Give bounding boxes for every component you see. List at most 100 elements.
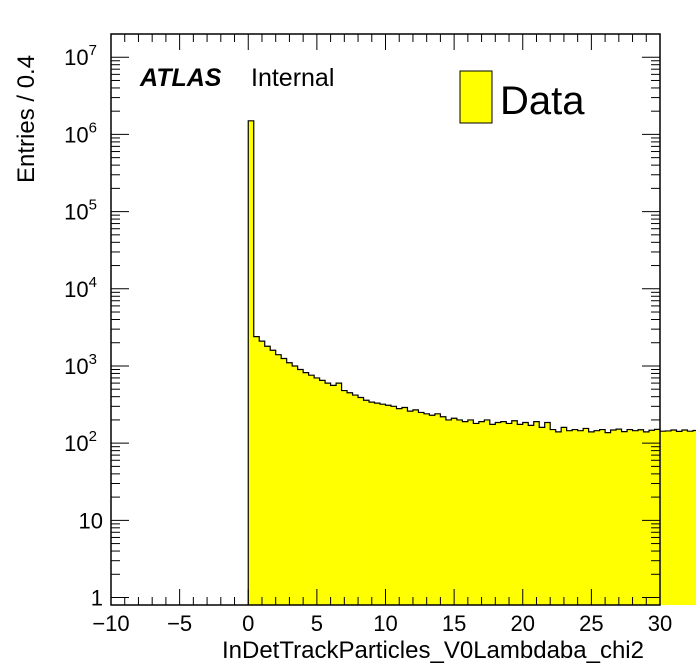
x-tick-label: 15 bbox=[442, 611, 466, 636]
x-tick-label: 10 bbox=[373, 611, 397, 636]
x-tick-label: 25 bbox=[579, 611, 603, 636]
x-tick-label: 20 bbox=[511, 611, 535, 636]
histogram-bar bbox=[363, 400, 370, 605]
histogram-bar bbox=[616, 429, 622, 605]
histogram-bar bbox=[681, 430, 688, 605]
histogram-bar bbox=[308, 375, 315, 605]
histogram-bar bbox=[484, 419, 491, 605]
x-axis-tick-labels: −10 −5 0 5 10 15 20 25 30 bbox=[92, 611, 672, 636]
histogram-bar bbox=[517, 424, 524, 605]
histogram-bar bbox=[495, 422, 502, 605]
histogram-bar bbox=[665, 430, 672, 605]
histogram-bar bbox=[478, 421, 485, 605]
histogram-bar bbox=[292, 365, 298, 605]
histogram-bar bbox=[599, 429, 606, 605]
histogram-bar bbox=[451, 418, 458, 605]
histogram-bar bbox=[423, 413, 430, 605]
histogram-bar bbox=[401, 407, 408, 605]
histogram-bar bbox=[654, 429, 661, 605]
histogram-bar bbox=[297, 369, 304, 605]
x-axis-title: InDetTrackParticles_V0Lambdaba_chi2 bbox=[222, 637, 644, 664]
atlas-label: ATLAS bbox=[139, 64, 222, 92]
y-tick-label: 10 bbox=[79, 508, 103, 533]
y-axis-title: Entries / 0.4 bbox=[13, 55, 40, 183]
y-tick-label: 103 bbox=[64, 351, 97, 379]
histogram-bar bbox=[286, 362, 293, 605]
histogram-bar bbox=[275, 354, 282, 605]
histogram-outline bbox=[247, 120, 696, 605]
histogram-bar bbox=[627, 429, 633, 605]
histogram-bar bbox=[605, 432, 611, 605]
histogram-bar bbox=[352, 395, 359, 605]
histogram-bar bbox=[380, 404, 386, 605]
histogram-bar bbox=[358, 397, 364, 605]
histogram-bars bbox=[247, 120, 696, 605]
histogram-bar bbox=[253, 336, 260, 605]
x-tick-label: 30 bbox=[648, 611, 672, 636]
histogram-bar bbox=[638, 429, 644, 605]
y-axis-ticks bbox=[111, 33, 660, 599]
histogram-bar bbox=[473, 423, 480, 605]
histogram-bar bbox=[270, 350, 276, 605]
histogram-bar bbox=[385, 405, 392, 605]
histogram-bar bbox=[369, 402, 375, 605]
histogram-bar bbox=[500, 421, 507, 605]
histogram-bar bbox=[303, 372, 309, 605]
histogram-bar bbox=[539, 427, 546, 605]
histogram-bar bbox=[687, 431, 694, 605]
histogram-bar bbox=[374, 403, 381, 605]
y-tick-label: 107 bbox=[64, 42, 97, 70]
histogram-bar bbox=[643, 431, 650, 605]
histogram-bar bbox=[555, 431, 562, 605]
histogram-bar bbox=[610, 430, 617, 605]
histogram-bar bbox=[533, 421, 540, 605]
histogram-bar bbox=[456, 419, 463, 605]
legend-swatch bbox=[459, 70, 493, 124]
histogram-bar bbox=[506, 423, 513, 605]
histogram-bar bbox=[511, 420, 518, 605]
histogram-bar bbox=[314, 377, 320, 605]
histogram-bar bbox=[583, 428, 589, 605]
histogram-bar bbox=[407, 411, 414, 605]
histogram-bar bbox=[660, 431, 666, 605]
histogram-bar bbox=[462, 421, 469, 605]
histogram-bar bbox=[649, 430, 655, 605]
histogram-bar bbox=[341, 390, 348, 605]
histogram-bar bbox=[692, 430, 696, 605]
histogram-bar bbox=[325, 383, 331, 605]
x-tick-label: −5 bbox=[167, 611, 192, 636]
histogram-bar bbox=[566, 430, 573, 605]
histogram-bar bbox=[330, 385, 337, 605]
histogram-bar bbox=[577, 430, 584, 605]
histogram-bar bbox=[434, 413, 441, 605]
histogram-bar bbox=[572, 429, 578, 605]
y-tick-label: 105 bbox=[64, 197, 97, 225]
histogram-bar bbox=[588, 431, 595, 605]
histogram-bar bbox=[670, 430, 677, 605]
histogram-bar bbox=[440, 416, 447, 605]
histogram-bar bbox=[259, 341, 266, 605]
histogram-bar bbox=[281, 358, 287, 605]
histogram-bar bbox=[467, 419, 474, 605]
histogram-bar bbox=[347, 392, 353, 605]
histogram-bar bbox=[445, 419, 452, 605]
y-tick-label: 104 bbox=[64, 274, 97, 302]
histogram-bar bbox=[632, 430, 639, 605]
histogram-bar bbox=[390, 406, 397, 605]
histogram-bar bbox=[264, 346, 271, 605]
histogram-bar bbox=[561, 427, 567, 605]
x-tick-label: −10 bbox=[92, 611, 129, 636]
histogram-bar bbox=[248, 120, 255, 605]
histogram-bar bbox=[396, 408, 403, 605]
histogram-bar bbox=[336, 383, 342, 605]
y-tick-label: 1 bbox=[91, 586, 103, 611]
histogram-bar bbox=[676, 431, 683, 605]
y-tick-label: 106 bbox=[64, 119, 97, 147]
histogram-bar bbox=[489, 424, 496, 605]
internal-label: Internal bbox=[251, 64, 334, 92]
histogram-bar bbox=[621, 431, 628, 605]
histogram-bar bbox=[550, 429, 556, 605]
x-tick-label: 5 bbox=[311, 611, 323, 636]
histogram-bar bbox=[429, 415, 436, 605]
